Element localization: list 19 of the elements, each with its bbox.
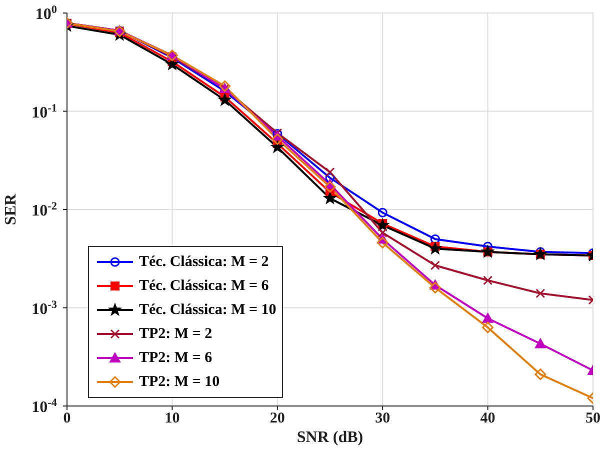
x-tick-label: 20 <box>270 410 285 427</box>
y-tick-label: 10$^{-2}$ <box>32 200 58 220</box>
x-tick-label: 0 <box>63 410 71 427</box>
x-tick-label: 50 <box>586 410 600 427</box>
legend-label: TP2: M = 6 <box>139 350 212 366</box>
x-tick-label: 10 <box>164 410 180 427</box>
y-tick-label: 10$^{0}$ <box>35 4 58 23</box>
legend-label: TP2: M = 2 <box>139 326 212 342</box>
x-tick-label: 30 <box>375 410 390 427</box>
y-tick-label: 10$^{-3}$ <box>32 298 58 318</box>
x-tick-label: 40 <box>480 410 496 427</box>
legend-label: Téc. Clássica: M = 2 <box>139 254 269 270</box>
x-axis-title: SNR (dB) <box>296 429 364 446</box>
legend-label: Téc. Clássica: M = 10 <box>139 302 276 318</box>
y-tick-label: 10$^{-1}$ <box>32 102 58 122</box>
legend-label: Téc. Clássica: M = 6 <box>139 278 269 294</box>
y-axis-title: SER <box>2 193 20 226</box>
legend-label: TP2: M = 10 <box>139 374 220 390</box>
y-tick-label: 10$^{-4}$ <box>32 397 58 416</box>
